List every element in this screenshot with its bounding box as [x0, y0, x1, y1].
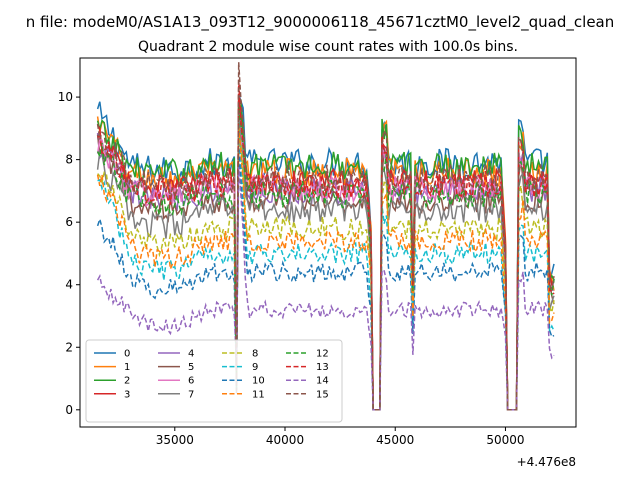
- legend-label: 5: [188, 362, 194, 373]
- legend-item: 3: [94, 389, 130, 400]
- y-tick-label: 6: [65, 215, 73, 229]
- legend-label: 3: [124, 389, 130, 400]
- legend-item: 1: [94, 362, 130, 373]
- y-tick-label: 4: [65, 278, 73, 292]
- series-line-0: [96, 93, 555, 411]
- legend-item: 13: [286, 362, 329, 373]
- legend-label: 7: [188, 389, 194, 400]
- plot-frame: [79, 57, 577, 428]
- legend-item: 12: [286, 349, 329, 360]
- x-tick-label: 45000: [376, 433, 414, 447]
- legend-label: 4: [188, 349, 194, 360]
- legend-item: 7: [158, 389, 194, 400]
- legend-box: [85, 339, 343, 423]
- legend-item: 2: [94, 376, 130, 387]
- chart-title: Quadrant 2 module wise count rates with …: [138, 39, 518, 55]
- legend-label: 0: [124, 349, 130, 360]
- legend-item: 8: [222, 349, 258, 360]
- legend-item: 11: [222, 389, 265, 400]
- legend-label: 2: [124, 376, 130, 387]
- series-line-10: [96, 147, 555, 411]
- legend-item: 15: [286, 389, 329, 400]
- legend-label: 13: [316, 362, 329, 373]
- series-line-9: [97, 124, 555, 411]
- legend-label: 6: [188, 376, 194, 387]
- x-offset-label: +4.476e8: [517, 455, 576, 469]
- figure-suptitle: n file: modeM0/AS1A13_093T12_9000006118_…: [26, 13, 615, 32]
- x-axis: 35000 40000 45000 50000: [156, 427, 525, 447]
- legend-item: 9: [222, 362, 258, 373]
- series-line-11: [96, 126, 555, 411]
- legend-item: 4: [158, 349, 194, 360]
- legend-label: 14: [316, 376, 329, 387]
- legend-item: 0: [94, 349, 130, 360]
- legend-label: 12: [316, 349, 329, 360]
- series-line-13: [97, 79, 555, 411]
- x-tick-label: 50000: [486, 433, 524, 447]
- series-line-8: [97, 133, 555, 411]
- legend-item: 6: [158, 376, 194, 387]
- series-line-7: [96, 112, 555, 411]
- legend-label: 15: [316, 389, 329, 400]
- legend-item: 14: [286, 376, 329, 387]
- y-tick-label: 10: [58, 90, 73, 104]
- x-tick-label: 40000: [266, 433, 304, 447]
- y-axis: 0 2 4 6 8 10: [58, 90, 80, 417]
- x-tick-label: 35000: [156, 433, 194, 447]
- series-layer: [96, 62, 555, 411]
- y-tick-label: 2: [65, 340, 73, 354]
- legend-label: 8: [252, 349, 258, 360]
- legend-label: 9: [252, 362, 258, 373]
- y-tick-label: 0: [65, 403, 73, 417]
- legend-label: 11: [252, 389, 265, 400]
- y-tick-label: 8: [65, 153, 73, 167]
- series-line-15: [96, 62, 555, 411]
- legend-item: 10: [222, 376, 265, 387]
- legend-label: 1: [124, 362, 130, 373]
- series-line-14: [96, 166, 555, 411]
- legend-item: 5: [158, 362, 194, 373]
- legend-label: 10: [252, 376, 265, 387]
